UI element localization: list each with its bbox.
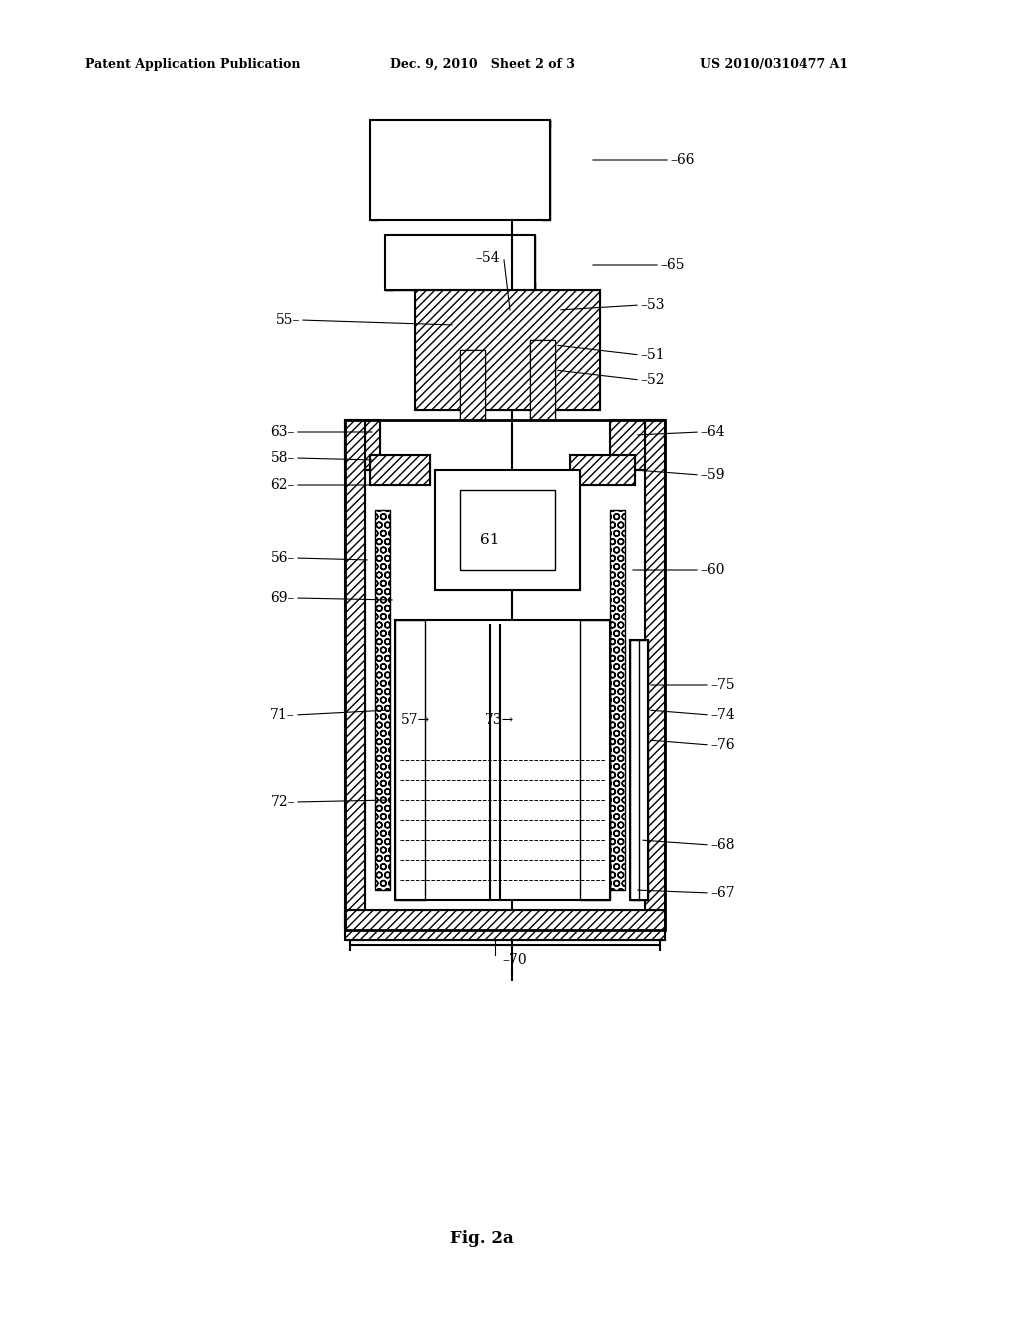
Bar [645,420,665,931]
Bar [460,300,520,345]
Bar [610,510,625,890]
Text: Dec. 9, 2010   Sheet 2 of 3: Dec. 9, 2010 Sheet 2 of 3 [390,58,574,71]
Bar [460,350,485,420]
Bar [530,341,555,420]
Text: –65: –65 [660,257,684,272]
Text: 71–: 71– [270,708,295,722]
Bar [385,282,535,290]
Text: US 2010/0310477 A1: US 2010/0310477 A1 [700,58,848,71]
Bar [460,350,485,420]
Text: 58–: 58– [270,451,295,465]
Text: –59: –59 [700,469,725,482]
Bar [395,620,425,900]
Text: –76: –76 [710,738,734,752]
Bar [435,470,580,590]
Bar [610,420,665,470]
Bar [375,510,390,890]
Text: –66: –66 [670,153,694,168]
Text: –70: –70 [502,953,526,968]
Text: 73→: 73→ [485,713,514,727]
Bar [527,235,535,290]
Bar [345,420,365,931]
Bar [345,420,365,931]
Text: –75: –75 [710,678,734,692]
Text: –60: –60 [700,564,725,577]
Bar [385,235,535,290]
Text: –64: –64 [700,425,725,440]
Bar [580,620,610,900]
Bar [370,455,430,484]
Text: 69–: 69– [270,591,295,605]
Bar [460,300,520,345]
Text: 72–: 72– [270,795,295,809]
Bar [630,640,648,900]
Bar [345,420,380,470]
Text: Fig. 2a: Fig. 2a [450,1230,514,1247]
Text: –54: –54 [475,251,500,265]
Bar [395,620,610,900]
Text: –52: –52 [640,374,665,387]
Bar [610,510,625,890]
Bar [415,290,600,411]
Bar [530,341,555,420]
Bar [375,510,390,890]
Bar [542,120,550,220]
Bar [570,455,635,484]
Bar [370,120,550,128]
Text: 61: 61 [480,533,500,546]
Bar [370,120,550,220]
Text: 57→: 57→ [400,713,430,727]
Text: –51: –51 [640,348,665,362]
Bar [645,420,665,931]
Bar [345,909,665,940]
Bar [370,455,430,484]
Bar [370,120,378,220]
Text: –68: –68 [710,838,734,851]
Bar [345,420,665,931]
Bar [630,640,648,900]
Bar [460,490,555,570]
Bar [610,420,665,470]
Text: 56–: 56– [270,550,295,565]
Bar [415,290,600,411]
Bar [570,455,635,484]
Text: 55–: 55– [275,313,300,327]
Text: Patent Application Publication: Patent Application Publication [85,58,300,71]
Bar [435,470,580,590]
Text: 63–: 63– [270,425,295,440]
Text: –67: –67 [710,886,734,900]
Text: –53: –53 [640,298,665,312]
Text: –74: –74 [710,708,735,722]
Bar [345,420,380,470]
Bar [385,235,393,290]
Bar [345,909,665,940]
Text: 62–: 62– [270,478,295,492]
